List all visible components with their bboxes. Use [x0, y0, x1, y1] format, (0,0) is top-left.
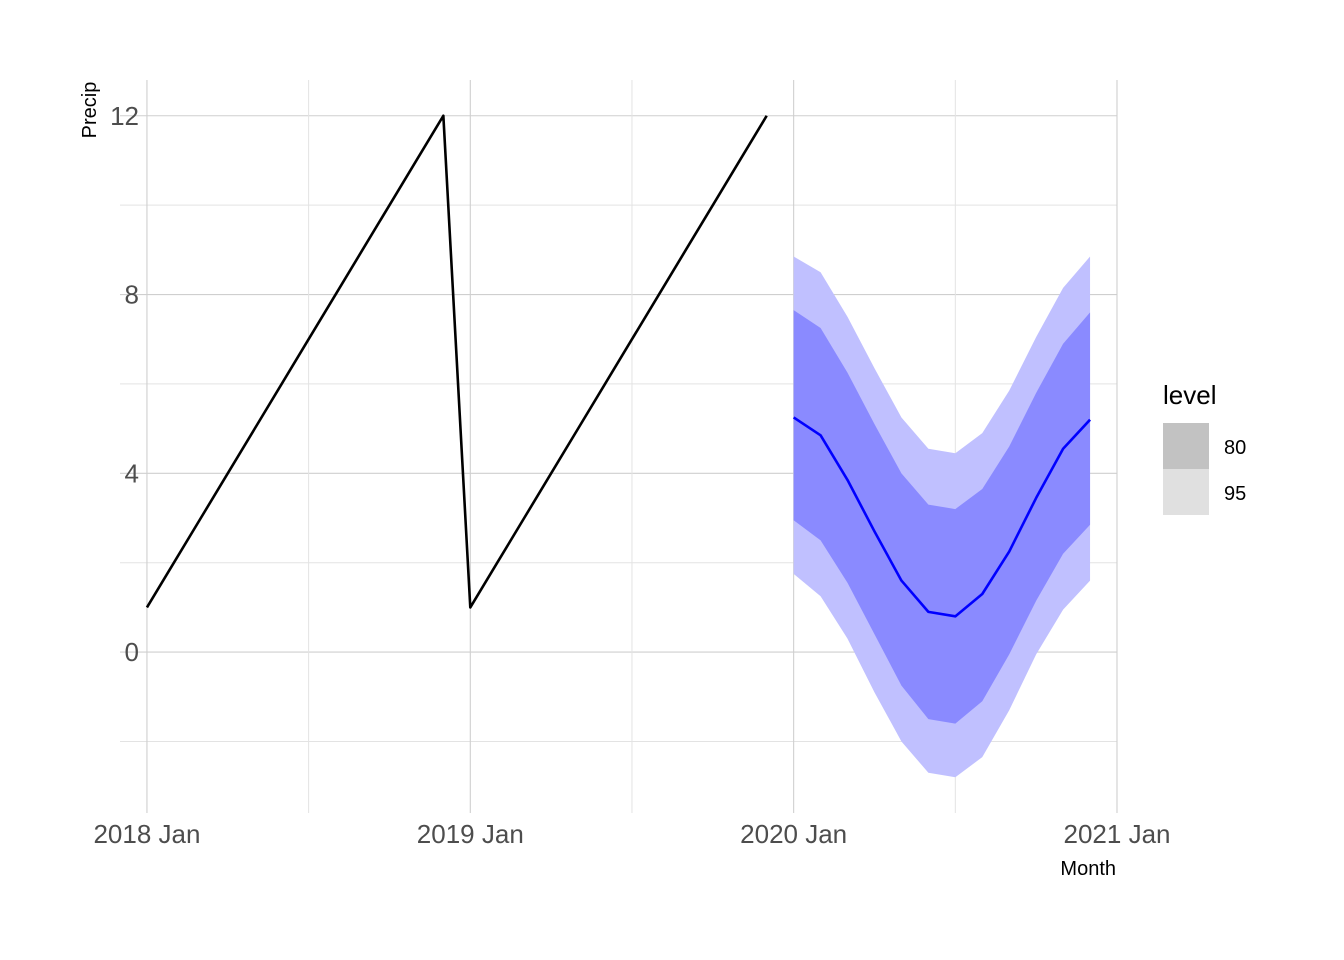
y-tick-label: 12: [110, 101, 139, 131]
line-layer: [145, 114, 1092, 618]
x-tick-label: 2019 Jan: [417, 819, 524, 849]
x-tick-label: 2021 Jan: [1064, 819, 1171, 849]
forecast-series-line: [792, 416, 1092, 618]
legend-key-80: [1163, 423, 1209, 469]
band-80-layer: [793, 310, 1091, 724]
band-80: [793, 310, 1091, 724]
x-axis-title: Month: [1060, 858, 1116, 880]
legend-label-80: 80: [1224, 437, 1246, 459]
legend-label-95: 95: [1224, 483, 1246, 505]
x-tick-label: 2018 Jan: [93, 819, 200, 849]
legend-title: level: [1163, 380, 1216, 410]
legend-key-95: [1163, 469, 1209, 515]
y-tick-label: 8: [125, 280, 139, 310]
observed-series-line: [145, 114, 768, 609]
legend: level 80 95: [1163, 380, 1246, 515]
y-tick-label: 0: [125, 637, 139, 667]
x-tick-label: 2020 Jan: [740, 819, 847, 849]
y-tick-label: 4: [125, 458, 139, 488]
y-tick-labels: 0 4 8 12: [110, 101, 139, 667]
x-tick-labels: 2018 Jan 2019 Jan 2020 Jan 2021 Jan: [93, 819, 1170, 849]
y-axis-title: Precip: [79, 82, 101, 139]
